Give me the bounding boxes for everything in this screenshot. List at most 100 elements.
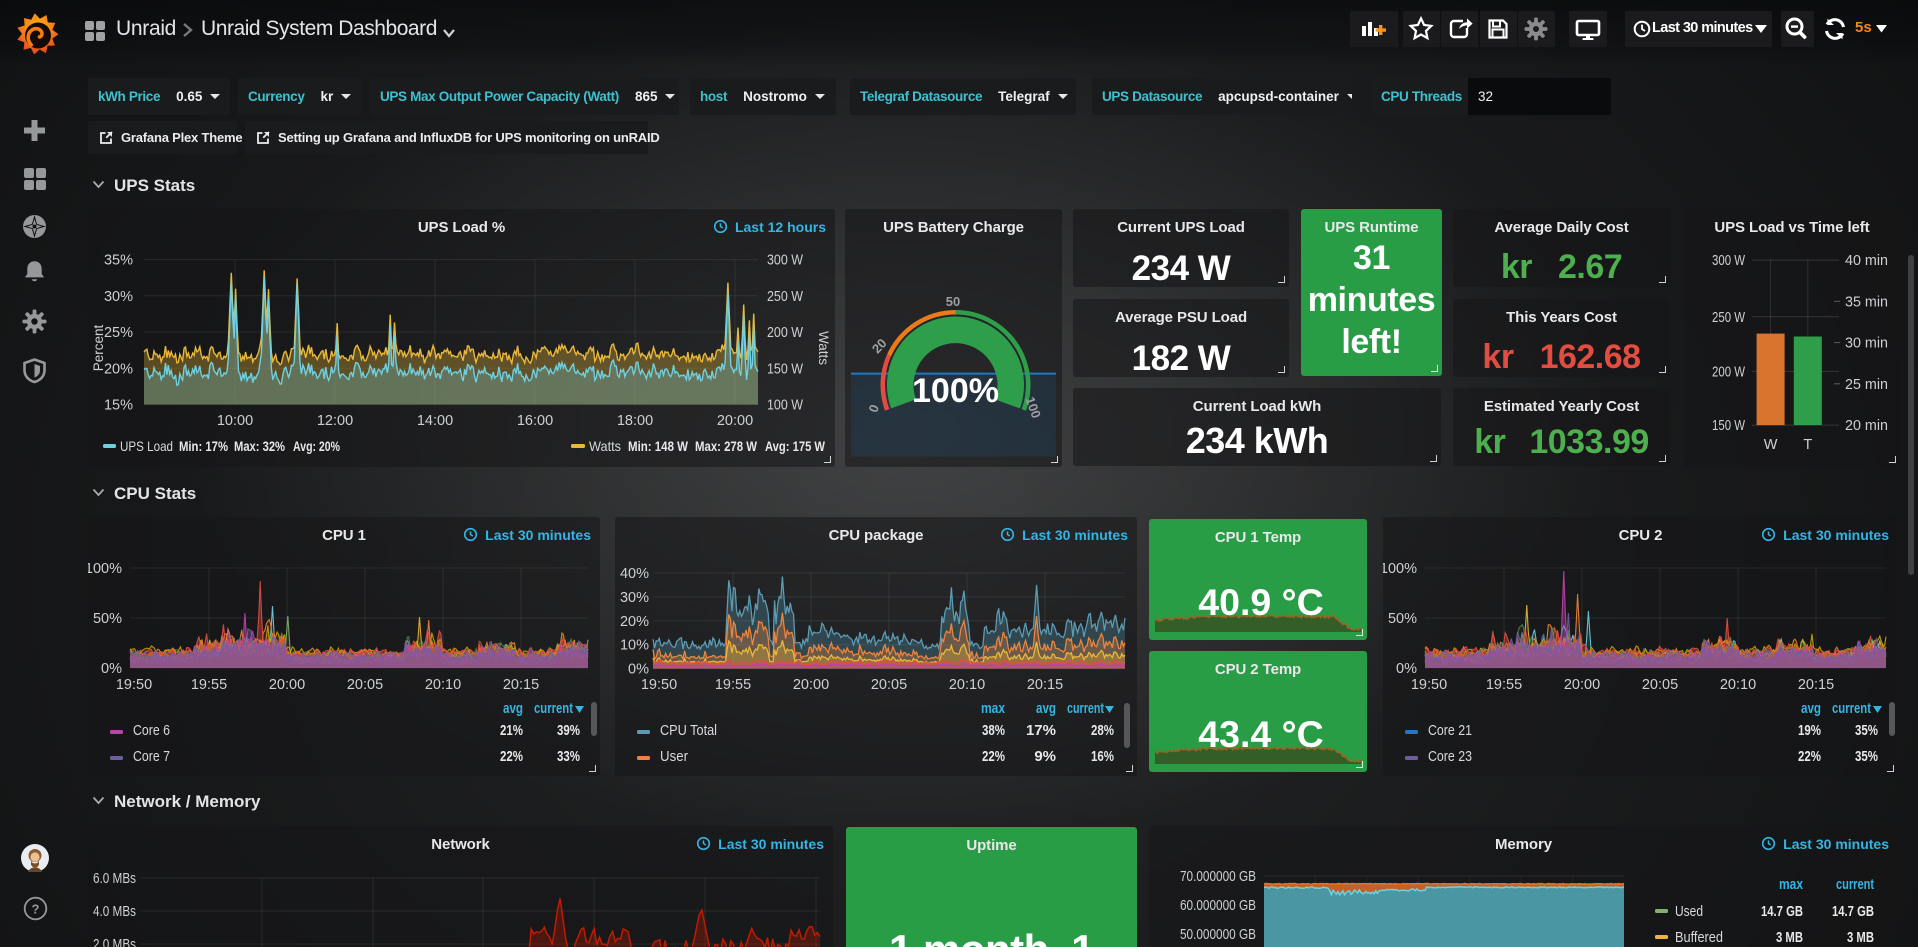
svg-text:250 W: 250 W (1712, 310, 1745, 326)
svg-text:250 W: 250 W (767, 289, 803, 305)
svg-text:20:10: 20:10 (1720, 677, 1756, 693)
svg-text:100%: 100% (88, 561, 122, 577)
svg-text:20%: 20% (620, 614, 649, 630)
svg-text:60.000000 GB: 60.000000 GB (1180, 898, 1256, 914)
svg-text:avg: avg (503, 700, 523, 717)
svg-text:0%: 0% (101, 661, 122, 677)
svg-text:Min: 17%: Min: 17% (179, 438, 228, 454)
svg-text:20%: 20% (104, 361, 133, 377)
svg-text:25 min: 25 min (1845, 377, 1888, 393)
svg-text:max: max (981, 700, 1006, 717)
svg-text:100: 100 (1022, 395, 1044, 421)
svg-text:28%: 28% (1091, 722, 1114, 739)
svg-text:20:00: 20:00 (1564, 677, 1600, 693)
svg-text:Core 7: Core 7 (133, 749, 170, 765)
svg-text:0%: 0% (628, 662, 649, 678)
svg-text:20:00: 20:00 (793, 677, 829, 693)
svg-text:20:15: 20:15 (503, 677, 539, 693)
svg-text:17%: 17% (1026, 722, 1056, 739)
svg-text:current: current (1067, 700, 1104, 717)
svg-text:Used: Used (1675, 904, 1703, 920)
svg-text:21%: 21% (500, 722, 523, 739)
svg-text:200 W: 200 W (1712, 364, 1745, 380)
svg-text:20:05: 20:05 (871, 677, 907, 693)
svg-text:35%: 35% (1855, 748, 1878, 765)
svg-text:max: max (1779, 876, 1804, 893)
svg-text:18:00: 18:00 (617, 413, 653, 429)
svg-text:Core 21: Core 21 (1428, 723, 1472, 739)
svg-text:0: 0 (865, 402, 882, 414)
svg-text:20:00: 20:00 (269, 677, 305, 693)
svg-text:Core 23: Core 23 (1428, 749, 1472, 765)
svg-text:50%: 50% (1388, 611, 1417, 627)
svg-text:19:55: 19:55 (715, 677, 751, 693)
svg-text:30%: 30% (104, 289, 133, 305)
svg-text:User: User (660, 749, 688, 765)
svg-text:Percent: Percent (91, 324, 106, 371)
svg-text:15%: 15% (104, 398, 133, 414)
svg-text:35%: 35% (1855, 722, 1878, 739)
svg-text:10:00: 10:00 (217, 413, 253, 429)
svg-text:T: T (1803, 437, 1812, 453)
svg-text:38%: 38% (982, 722, 1005, 739)
svg-text:Avg: 20%: Avg: 20% (293, 438, 340, 454)
svg-text:Avg: 175 W: Avg: 175 W (765, 438, 826, 454)
svg-text:14.7 GB: 14.7 GB (1761, 903, 1803, 920)
svg-text:current: current (1832, 700, 1871, 717)
svg-text:19:50: 19:50 (1411, 677, 1447, 693)
svg-text:20:00: 20:00 (717, 413, 753, 429)
svg-text:22%: 22% (1798, 748, 1821, 765)
svg-text:35%: 35% (104, 253, 133, 269)
svg-text:30%: 30% (620, 590, 649, 606)
svg-text:30 min: 30 min (1845, 336, 1888, 352)
svg-text:20:10: 20:10 (949, 677, 985, 693)
svg-text:Watts: Watts (816, 331, 831, 365)
svg-text:12:00: 12:00 (317, 413, 353, 429)
svg-text:3 MB: 3 MB (1776, 929, 1803, 946)
svg-text:19:55: 19:55 (191, 677, 227, 693)
svg-text:10%: 10% (620, 638, 649, 654)
svg-text:300 W: 300 W (1712, 253, 1745, 269)
svg-text:20:15: 20:15 (1798, 677, 1834, 693)
svg-text:19:55: 19:55 (1486, 677, 1522, 693)
svg-text:19:50: 19:50 (641, 677, 677, 693)
svg-text:Max: 278 W: Max: 278 W (695, 438, 758, 454)
svg-text:50: 50 (946, 294, 960, 309)
svg-text:300 W: 300 W (767, 253, 803, 269)
svg-text:19:50: 19:50 (116, 677, 152, 693)
svg-text:50.000000 GB: 50.000000 GB (1180, 927, 1256, 943)
svg-text:39%: 39% (557, 722, 580, 739)
svg-text:43.4 °C: 43.4 °C (1198, 713, 1323, 755)
svg-text:20:05: 20:05 (347, 677, 383, 693)
svg-text:19%: 19% (1798, 722, 1821, 739)
svg-text:6.0 MBs: 6.0 MBs (93, 871, 136, 887)
svg-text:40.9 °C: 40.9 °C (1198, 581, 1323, 623)
svg-text:3 MB: 3 MB (1847, 929, 1874, 946)
svg-text:16:00: 16:00 (517, 413, 553, 429)
svg-text:W: W (1764, 437, 1778, 453)
svg-text:Watts: Watts (589, 438, 621, 454)
svg-text:35 min: 35 min (1845, 294, 1888, 310)
svg-text:2.0 MBs: 2.0 MBs (93, 937, 136, 947)
svg-text:200 W: 200 W (767, 325, 803, 341)
svg-text:Core 6: Core 6 (133, 723, 170, 739)
svg-text:22%: 22% (500, 748, 523, 765)
svg-text:current: current (534, 700, 573, 717)
svg-text:Max: 32%: Max: 32% (234, 438, 285, 454)
svg-text:20:05: 20:05 (1642, 677, 1678, 693)
svg-text:9%: 9% (1034, 748, 1056, 765)
svg-text:UPS Load: UPS Load (120, 438, 173, 454)
svg-text:?: ? (32, 902, 40, 917)
svg-text:0%: 0% (1396, 661, 1417, 677)
svg-text:14:00: 14:00 (417, 413, 453, 429)
svg-text:100%: 100% (912, 372, 999, 410)
svg-text:150 W: 150 W (1712, 418, 1745, 434)
svg-text:40%: 40% (620, 566, 649, 582)
svg-text:CPU Total: CPU Total (660, 723, 717, 739)
svg-text:14.7 GB: 14.7 GB (1832, 903, 1874, 920)
svg-text:20:10: 20:10 (425, 677, 461, 693)
svg-text:Min: 148 W: Min: 148 W (628, 438, 689, 454)
svg-text:150 W: 150 W (767, 361, 803, 377)
svg-text:20:15: 20:15 (1027, 677, 1063, 693)
svg-text:4.0 MBs: 4.0 MBs (93, 904, 136, 920)
